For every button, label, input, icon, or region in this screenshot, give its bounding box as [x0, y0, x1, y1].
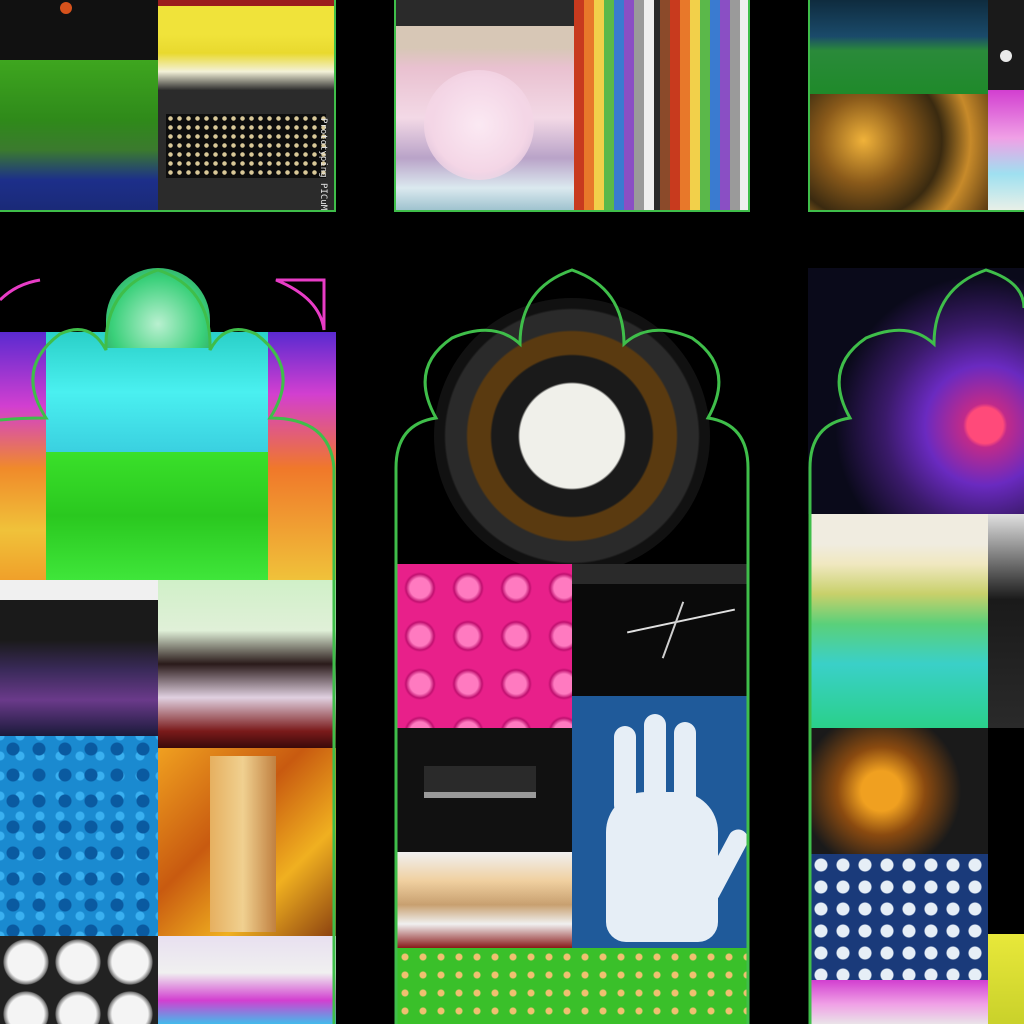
ribbon-cable-tile — [574, 0, 748, 210]
yellow-glitch-tile — [158, 0, 334, 90]
filament-bulb-tile — [810, 728, 988, 854]
camera-lens-tile — [394, 268, 750, 564]
right-edge-yellow — [988, 934, 1024, 1024]
center-glitch-strip — [396, 852, 572, 948]
arch-left-right-stripes — [268, 332, 336, 580]
top-right-panel — [808, 0, 1024, 212]
arch-left-green-block — [46, 452, 268, 580]
arch-left-rainbow-stripes — [0, 332, 46, 580]
arch-left-pale-glitch — [158, 580, 336, 748]
arch-left-amber-prism — [158, 748, 336, 936]
hand-finger — [674, 722, 696, 812]
pink-gears-tile — [396, 564, 572, 728]
right-edge-dark — [988, 514, 1024, 728]
prism-block — [210, 756, 276, 932]
lens-outer-ring — [434, 298, 710, 564]
arch-center-outline — [394, 268, 750, 1024]
arch-left-cyan-block — [46, 332, 268, 452]
orange-knob — [60, 2, 72, 14]
right-bottom-glitch — [810, 980, 988, 1024]
cyanotype-hand-tile — [572, 696, 748, 948]
plasma-ball-tile — [808, 268, 1024, 514]
xray-plant-tile — [572, 564, 748, 696]
dark-object-tile — [0, 0, 158, 60]
ic-chip — [424, 766, 536, 798]
gold-texture-tile — [810, 94, 988, 210]
arch-left-dome — [106, 268, 210, 348]
arch-right-outline — [808, 268, 1024, 1024]
arch-left-outline — [0, 268, 336, 1024]
arch-left-bottom-glitch — [158, 936, 336, 1024]
arch-left-spools — [0, 936, 158, 1024]
cyanotype-gears-tile — [810, 854, 988, 980]
manuscript-glitch-tile — [810, 514, 988, 728]
lens-glitch-tile — [396, 0, 574, 210]
arch-left-blue-gears — [0, 736, 158, 936]
corner-bracket-left-1 — [0, 278, 41, 302]
pcb-board-tile: Prototyping PICuMod — [158, 90, 334, 210]
teal-ring-tile — [810, 0, 988, 94]
hand-finger — [614, 726, 636, 816]
green-pcb-tile — [396, 948, 748, 1024]
arch-window-center — [394, 268, 750, 1024]
green-drawing-tile — [0, 60, 158, 210]
top-center-panel — [394, 0, 750, 212]
chip-tile — [396, 728, 572, 852]
pink-glitch-tile — [988, 90, 1024, 210]
arch-left-dark-glitch — [0, 580, 158, 736]
device-lens — [1000, 50, 1012, 62]
device-tile — [988, 0, 1024, 90]
top-left-panel: Prototyping PICuMod — [0, 0, 336, 212]
pale-orb — [424, 70, 534, 180]
hand-finger — [644, 714, 666, 810]
arch-window-left — [0, 268, 336, 1024]
pcb-board — [166, 114, 326, 178]
corner-bracket-right-1 — [275, 278, 326, 331]
arch-window-right — [808, 268, 1024, 1024]
hand-palm — [606, 792, 718, 942]
